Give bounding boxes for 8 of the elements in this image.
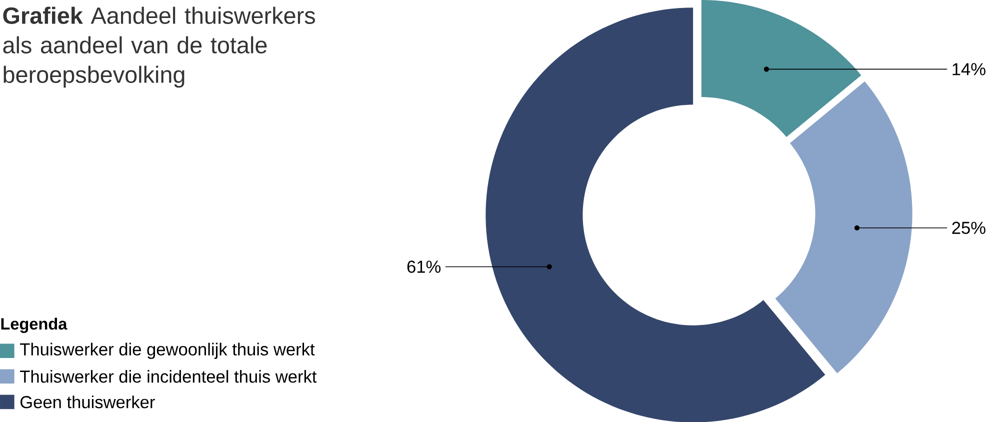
data-label: 14% [952, 62, 986, 76]
legend-title: Legenda [1, 318, 68, 333]
text: Grafiek Aandeel thuiswerkers als aandeel van de totale beroepsbevolking [3, 6, 315, 88]
data-label: 61% [407, 260, 441, 273]
legend-label: Thuiswerker die gewoonlijk thuis werkt [20, 342, 315, 359]
legend-label: Geen thuiswerker [20, 395, 155, 408]
legend-label: Thuiswerker die incidenteel thuis werkt [20, 370, 317, 383]
data-label: 25% [952, 222, 986, 234]
